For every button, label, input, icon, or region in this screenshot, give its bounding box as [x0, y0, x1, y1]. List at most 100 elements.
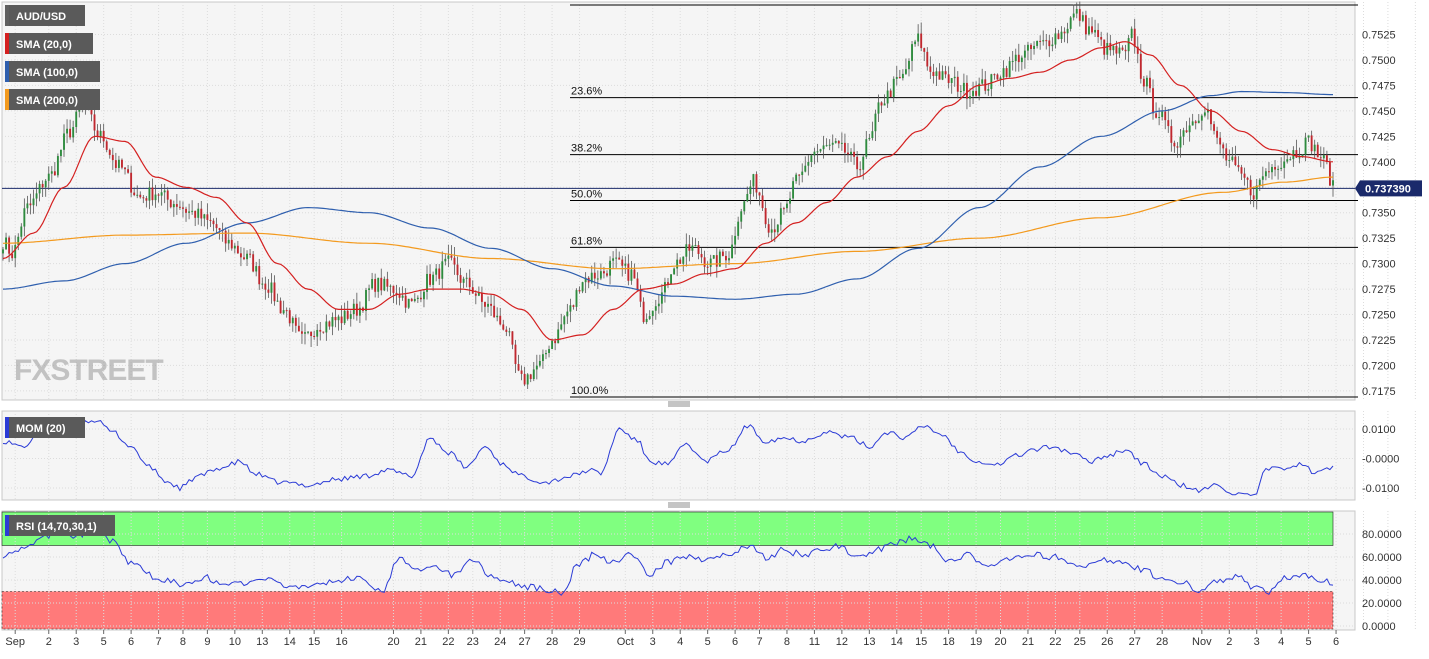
candle-bull — [462, 278, 465, 283]
candle-bear — [593, 272, 596, 279]
candle-bear — [755, 174, 758, 193]
candle-bull — [563, 316, 566, 325]
candle-bear — [157, 194, 160, 196]
candle-bull — [1197, 120, 1200, 124]
watermark: FXSTREET — [14, 354, 164, 387]
candle-bear — [853, 151, 856, 157]
candle-bear — [459, 275, 462, 283]
candle-bear — [1164, 111, 1167, 121]
candle-bear — [859, 169, 862, 171]
candle-bull — [203, 214, 206, 219]
candle-bear — [1152, 88, 1154, 114]
candle-bear — [639, 290, 642, 302]
candle-bear — [511, 331, 514, 345]
x-tick-label: 7 — [756, 636, 762, 648]
indicator-lines — [2, 41, 1334, 596]
candle-bull — [654, 306, 657, 311]
candle-bull — [953, 76, 956, 79]
candle-bull — [840, 142, 843, 144]
rsi-legend-badge — [5, 515, 115, 536]
candle-bull — [978, 83, 981, 96]
candle-bull — [136, 194, 139, 196]
candle-bull — [752, 174, 755, 187]
mom-y-tick-label: 0.0100 — [1362, 424, 1396, 436]
candle-bull — [1051, 44, 1054, 47]
candle-bear — [11, 253, 14, 259]
candle-bear — [667, 282, 669, 284]
candle-bull — [1069, 17, 1072, 29]
candle-bull — [1179, 136, 1182, 148]
rsi-y-tick-label: 60.0000 — [1362, 552, 1402, 564]
candle-bear — [474, 293, 477, 296]
candle-bear — [169, 199, 172, 208]
candle-bear — [1222, 144, 1225, 149]
candle-bull — [682, 256, 685, 264]
candle-bear — [554, 340, 557, 344]
x-tick-label: 25 — [1074, 636, 1086, 648]
x-tick-label: 6 — [128, 636, 134, 648]
candle-bull — [535, 365, 538, 370]
candle-bear — [239, 253, 242, 258]
candle-bear — [1039, 40, 1042, 42]
candle-bear — [764, 208, 767, 225]
candle-bear — [96, 130, 99, 137]
candle-bull — [660, 292, 663, 304]
candle-bear — [1045, 40, 1048, 42]
candle-bull — [749, 186, 752, 194]
candle-bull — [734, 235, 737, 245]
x-tick-label: 10 — [229, 636, 241, 648]
candle-bull — [770, 229, 773, 233]
sma20-line — [2, 41, 1334, 341]
candle-bull — [987, 88, 990, 91]
candle-bull — [1066, 28, 1069, 34]
candle-bear — [798, 174, 801, 176]
x-tick-label: 19 — [970, 636, 982, 648]
x-tick-label: 18 — [943, 636, 955, 648]
candle-bear — [517, 364, 520, 371]
x-tick-label: 22 — [1049, 636, 1061, 648]
candle-bull — [435, 268, 438, 275]
candle-bull — [886, 90, 889, 104]
candle-bear — [285, 310, 288, 312]
candle-bull — [941, 71, 944, 80]
candle-bull — [1011, 61, 1014, 63]
candle-bull — [1020, 57, 1023, 63]
candle-bull — [740, 211, 743, 222]
candle-bull — [990, 74, 993, 89]
candle-bear — [468, 277, 471, 288]
candle-bull — [850, 151, 852, 155]
y-tick-label: 0.7350 — [1362, 208, 1396, 220]
candle-bear — [224, 230, 227, 244]
legend-0-label: AUD/USD — [16, 11, 66, 23]
candle-bull — [32, 198, 35, 206]
candle-bear — [1124, 49, 1127, 52]
candle-bear — [294, 317, 297, 326]
x-tick-label: 4 — [677, 636, 683, 648]
candle-bear — [142, 197, 145, 199]
mom-panel-bg — [1, 410, 1356, 501]
candle-bear — [725, 255, 727, 261]
candle-bull — [35, 193, 38, 199]
candle-bull — [862, 156, 865, 170]
candle-bear — [1176, 146, 1179, 148]
candle-bear — [1115, 45, 1118, 54]
legend-2-badge — [5, 61, 100, 82]
candle-bear — [782, 208, 785, 210]
candle-bear — [721, 251, 724, 256]
candle-bear — [956, 76, 959, 92]
mom-y-tick-label: -0.0000 — [1362, 454, 1399, 466]
candle-bull — [1264, 171, 1267, 177]
candle-bull — [63, 133, 65, 150]
candle-bear — [1133, 28, 1136, 47]
mom-line — [2, 420, 1334, 497]
candle-bull — [1008, 61, 1011, 77]
candle-bull — [810, 155, 813, 163]
x-tick-label: 13 — [863, 636, 875, 648]
candle-bull — [261, 283, 264, 285]
candle-bull — [645, 318, 648, 323]
candle-bear — [301, 331, 303, 334]
candle-bear — [319, 329, 322, 332]
y-tick-label: 0.7225 — [1362, 335, 1396, 347]
candle-bull — [779, 208, 782, 225]
candle-bear — [529, 374, 532, 380]
